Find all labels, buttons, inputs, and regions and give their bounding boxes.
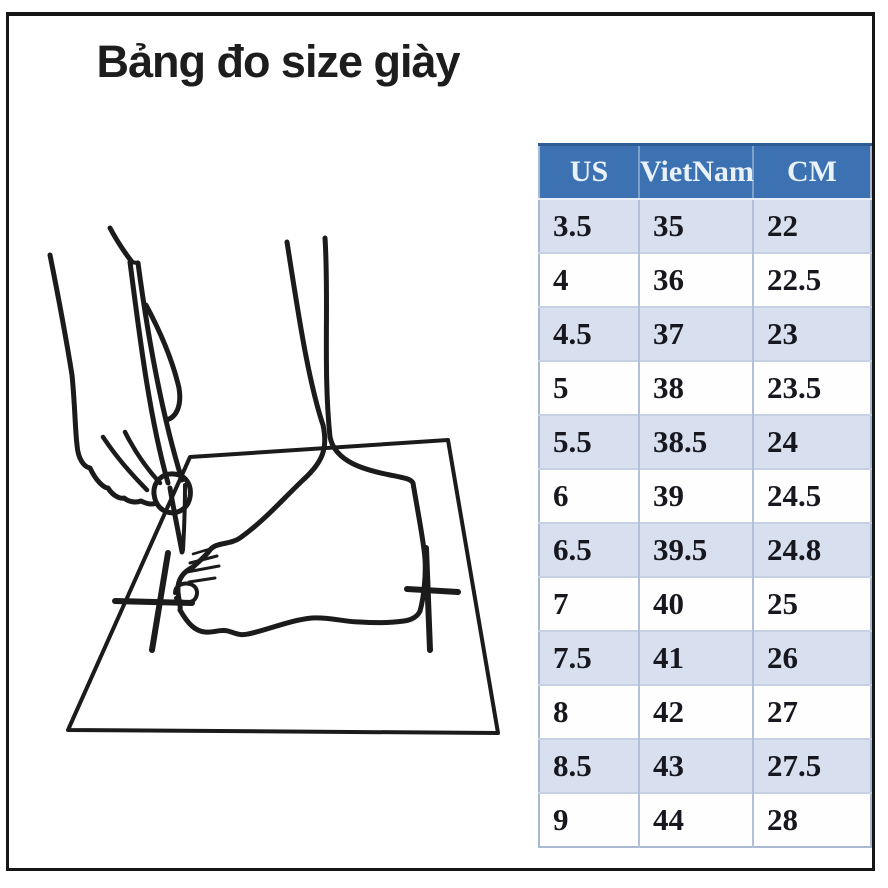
heel-tick-horizontal <box>404 586 461 595</box>
pencil-left-edge <box>127 259 171 486</box>
size-cell: 44 <box>638 792 753 847</box>
table-row: 6 39 24.5 <box>539 468 871 523</box>
size-cell: 3.5 <box>539 198 639 253</box>
toe-tick-diagonal <box>149 550 171 653</box>
size-cell: 22 <box>752 198 871 253</box>
table-row: 8.5 43 27.5 <box>539 738 871 793</box>
toe-trace-mark <box>185 564 221 574</box>
size-cell: 39.5 <box>638 522 753 577</box>
size-cell: 35 <box>638 198 753 253</box>
toe-trace-mark <box>188 554 219 565</box>
size-cell: 23 <box>752 306 871 361</box>
column-header: VietNam <box>638 143 754 200</box>
size-cell: 38.5 <box>638 414 753 469</box>
size-cell: 5.5 <box>539 414 639 469</box>
size-cell: 37 <box>638 306 753 361</box>
size-cell: 9 <box>539 792 639 847</box>
size-cell: 4.5 <box>539 306 639 361</box>
size-cell: 39 <box>638 468 753 523</box>
finger-line <box>122 429 163 486</box>
table-row: 7 40 25 <box>539 576 871 631</box>
foot-measurement-illustration <box>47 225 500 735</box>
palm-finger-scallops <box>74 442 159 507</box>
size-cell: 8 <box>539 684 639 739</box>
arm-outer-line <box>47 252 80 448</box>
page-title: Bảng đo size giày <box>96 36 460 87</box>
toe-trace-mark <box>187 576 217 584</box>
size-cell: 24 <box>752 414 871 469</box>
table-row: 4 36 22.5 <box>539 252 871 307</box>
size-cell: 26 <box>752 630 871 685</box>
size-cell: 25 <box>752 576 871 631</box>
table-row: 5.5 38.5 24 <box>539 414 871 469</box>
size-cell: 24.5 <box>752 468 871 523</box>
toe-trace-mark <box>191 546 215 556</box>
size-cell: 38 <box>638 360 753 415</box>
table-row: 3.5 35 22 <box>539 198 871 253</box>
foot-sole-line <box>177 607 423 638</box>
size-cell: 27.5 <box>752 738 871 793</box>
table-body: 3.5 35 22 4 36 22.5 4.5 37 23 5 38 23.5 5.5 38.5 24 6 39… <box>539 198 871 847</box>
header-row: US VietNam CM <box>539 143 871 200</box>
size-cell: 41 <box>638 630 753 685</box>
table-row: 4.5 37 23 <box>539 306 871 361</box>
size-cell: 42 <box>638 684 753 739</box>
size-cell: 43 <box>638 738 753 793</box>
pencil-tip-left <box>167 485 185 555</box>
table-header: US VietNam CM <box>539 143 871 200</box>
size-cell: 6 <box>539 468 639 523</box>
table-row: 8 42 27 <box>539 684 871 739</box>
size-cell: 6.5 <box>539 522 639 577</box>
finger-line <box>100 434 150 493</box>
column-header: US <box>539 143 639 200</box>
size-cell: 7.5 <box>539 630 639 685</box>
table-row: 9 44 28 <box>539 792 871 847</box>
size-cell: 23.5 <box>752 360 871 415</box>
table-row: 5 38 23.5 <box>539 360 871 415</box>
size-cell: 28 <box>752 792 871 847</box>
paper-sheet <box>66 438 500 735</box>
size-cell: 40 <box>638 576 753 631</box>
size-cell: 7 <box>539 576 639 631</box>
foot-instep-line <box>175 239 328 613</box>
size-conversion-table: US VietNam CM 3.5 35 22 4 36 22.5 4.5 37 23 5 38 23.5… <box>538 143 872 848</box>
table-row: 7.5 41 26 <box>539 630 871 685</box>
foot-back-leg-line <box>322 235 428 614</box>
table-row: 6.5 39.5 24.8 <box>539 522 871 577</box>
size-cell: 8.5 <box>539 738 639 793</box>
size-cell: 22.5 <box>752 252 871 307</box>
size-cell: 24.8 <box>752 522 871 577</box>
size-cell: 4 <box>539 252 639 307</box>
size-cell: 5 <box>539 360 639 415</box>
size-cell: 27 <box>752 684 871 739</box>
grip-knuckle <box>151 471 193 516</box>
big-toe-outline <box>173 581 200 605</box>
pencil-right-edge <box>135 260 185 483</box>
arm-inner-line <box>107 225 135 265</box>
thumb-line <box>143 302 183 423</box>
pencil-tip-right <box>181 483 187 552</box>
size-cell: 36 <box>638 252 753 307</box>
column-header: CM <box>752 143 871 200</box>
